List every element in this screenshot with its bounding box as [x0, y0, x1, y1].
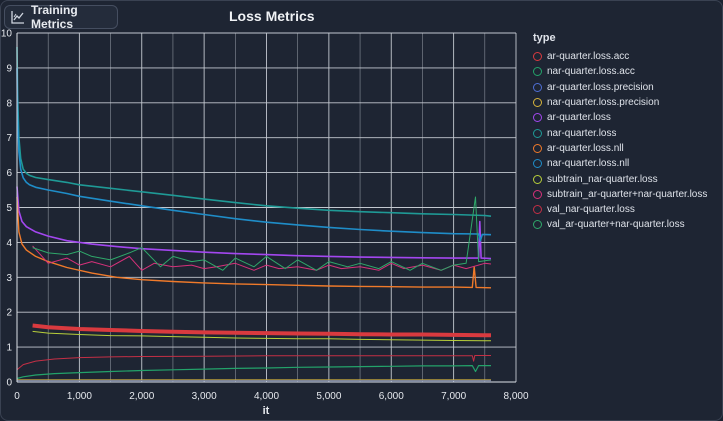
series-line-nar-quarter-loss-acc	[16, 365, 491, 380]
legend-swatch	[533, 113, 542, 123]
y-tick-label: 5	[6, 203, 12, 214]
chart-icon	[11, 10, 25, 24]
legend-swatch	[533, 220, 542, 230]
legend-label: ar-quarter.loss.precision	[547, 81, 654, 93]
x-tick-label: 2,000	[129, 391, 154, 402]
legend-swatch	[533, 98, 542, 108]
x-tick-label: 0	[14, 391, 20, 402]
y-tick-label: 6	[6, 168, 12, 179]
series-lines	[16, 46, 492, 382]
legend-swatch	[533, 174, 542, 184]
axes: 0 1,000 2,000 3,000 4,000 5,000 6,000 7,000 8,00…	[1, 29, 529, 403]
legend-label: subtrain_ar-quarter+nar-quarter.loss	[547, 188, 708, 200]
series-line-subtrain-ar-quarter-nar-quarter-loss	[32, 245, 492, 271]
x-tick-label: 8,000	[503, 391, 528, 402]
y-tick-label: 0	[6, 378, 12, 389]
x-tick-label: 3,000	[192, 391, 217, 402]
series-line-subtrain-nar-quarter-loss	[32, 330, 491, 342]
x-tick-label: 5,000	[316, 391, 341, 402]
legend-label: nar-quarter.loss.precision	[547, 97, 660, 109]
legend-items: ar-quarter.loss.acc nar-quarter.loss.acc a…	[533, 49, 707, 233]
y-tick-label: 1	[6, 343, 12, 354]
x-tick-label: 7,000	[441, 391, 466, 402]
legend: type ar-quarter.loss.acc nar-quarter.loss…	[533, 32, 707, 233]
legend-label: nar-quarter.loss.acc	[547, 66, 635, 78]
legend-item[interactable]: nar-quarter.loss.precision	[533, 95, 707, 110]
legend-item[interactable]: nar-quarter.loss	[533, 125, 707, 140]
y-tick-label: 4	[6, 238, 12, 249]
x-tick-label: 1,000	[67, 391, 92, 402]
legend-item[interactable]: ar-quarter.loss.nll	[533, 141, 707, 156]
series-line-nar-quarter-loss-nll	[16, 67, 492, 242]
legend-label: subtrain_nar-quarter.loss	[547, 173, 658, 185]
y-tick-label: 3	[6, 273, 12, 284]
legend-item[interactable]: val_ar-quarter+nar-quarter.loss	[533, 217, 707, 232]
series-line-ar-quarter-loss-nll	[16, 196, 492, 289]
grid	[16, 32, 517, 383]
legend-swatch	[533, 67, 542, 77]
legend-label: val_ar-quarter+nar-quarter.loss	[547, 219, 685, 231]
x-tick-label: 4,000	[254, 391, 279, 402]
legend-label: ar-quarter.loss.nll	[547, 142, 624, 154]
legend-label: val_nar-quarter.loss	[547, 204, 635, 216]
series-line-nar-quarter-loss	[16, 46, 492, 217]
tab-label: Training Metrics	[31, 3, 78, 31]
legend-item[interactable]: ar-quarter.loss	[533, 110, 707, 125]
series-line-ar-quarter-loss-acc	[32, 323, 491, 338]
x-tick-label: 6,000	[379, 391, 404, 402]
legend-swatch	[533, 128, 542, 138]
y-tick-label: 8	[6, 98, 12, 109]
y-tick-label: 9	[6, 63, 12, 74]
legend-item[interactable]: nar-quarter.loss.nll	[533, 156, 707, 171]
legend-title: type	[533, 32, 556, 44]
y-tick-label: 10	[1, 29, 13, 40]
legend-swatch	[533, 52, 542, 62]
series-line-ar-quarter-loss	[16, 186, 492, 260]
legend-swatch	[533, 159, 542, 169]
legend-item[interactable]: nar-quarter.loss.acc	[533, 64, 707, 79]
legend-label: nar-quarter.loss.nll	[547, 158, 630, 170]
training-metrics-tab[interactable]: Training Metrics	[4, 3, 118, 31]
legend-label: nar-quarter.loss	[547, 127, 617, 139]
legend-item[interactable]: subtrain_nar-quarter.loss	[533, 171, 707, 186]
legend-swatch	[533, 82, 542, 92]
series-line-val-ar-quarter-nar-quarter-loss	[32, 196, 492, 271]
legend-item[interactable]: ar-quarter.loss.precision	[533, 80, 707, 95]
legend-item[interactable]: ar-quarter.loss.acc	[533, 49, 707, 64]
legend-item[interactable]: subtrain_ar-quarter+nar-quarter.loss	[533, 187, 707, 202]
legend-swatch	[533, 143, 542, 153]
legend-label: ar-quarter.loss.acc	[547, 51, 630, 63]
y-tick-label: 7	[6, 133, 12, 144]
legend-swatch	[533, 189, 542, 199]
legend-item[interactable]: val_nar-quarter.loss	[533, 202, 707, 217]
x-axis-label: it	[263, 405, 270, 417]
series-line-val-nar-quarter-loss	[16, 355, 491, 371]
legend-swatch	[533, 205, 542, 215]
legend-label: ar-quarter.loss	[547, 112, 611, 124]
chart-title: Loss Metrics	[229, 8, 315, 24]
y-tick-label: 2	[6, 308, 12, 319]
